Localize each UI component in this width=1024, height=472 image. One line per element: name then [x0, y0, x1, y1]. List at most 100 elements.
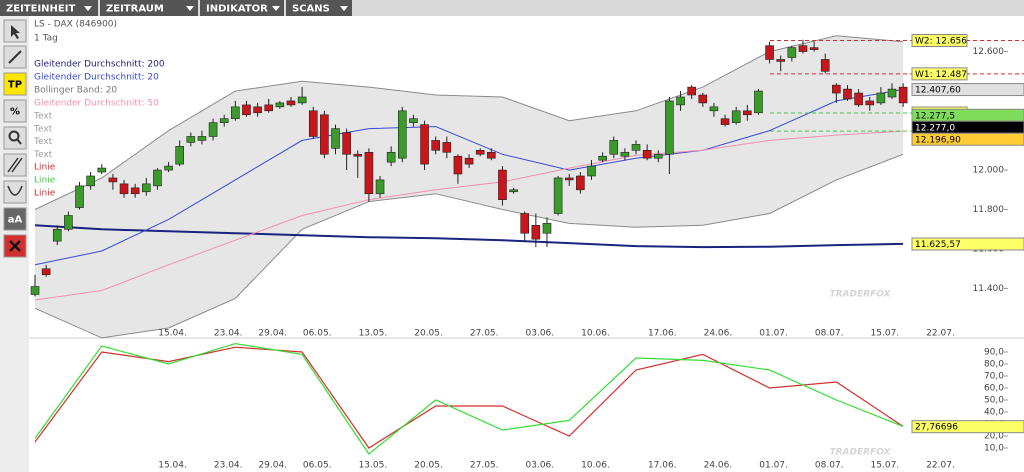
- legend-entry: Gleitender Durchschnitt: 200: [34, 60, 165, 70]
- oscillator-line: [34, 346, 904, 449]
- moving-average: [34, 89, 904, 266]
- x-tick-label: 01.07.: [759, 329, 788, 339]
- level-tag: [911, 67, 968, 81]
- zoom-icon: [8, 130, 20, 142]
- candle-body: [97, 167, 107, 173]
- x-tick-label: 03.06.: [526, 461, 555, 471]
- legend-entry: Linie: [34, 163, 56, 173]
- x-tick-label: 29.04.: [258, 329, 287, 339]
- y-tick-label: 12.000: [973, 166, 1005, 176]
- price-tag: [911, 132, 1024, 146]
- chart-title: LS - DAX (846900): [34, 20, 117, 30]
- band-lower: [34, 153, 904, 339]
- candle-body: [865, 100, 875, 106]
- candle-body: [542, 223, 552, 234]
- price-tag: [911, 420, 1024, 434]
- menu-button[interactable]: [286, 0, 352, 16]
- x-tick-label: 24.06.: [704, 329, 733, 339]
- candle-body: [442, 142, 452, 153]
- tool-label[interactable]: %: [10, 107, 20, 118]
- candle-body: [275, 102, 285, 108]
- price-tag-label: 27,76696: [915, 423, 958, 433]
- candle-body: [876, 92, 886, 104]
- candle-body: [498, 169, 507, 200]
- y-tick-label: 60,0: [984, 384, 1004, 394]
- tool-button[interactable]: [3, 72, 27, 96]
- tool-label[interactable]: aA: [8, 215, 23, 226]
- menu-label[interactable]: ZEITEINHEIT: [6, 4, 75, 15]
- candle-body: [576, 175, 585, 191]
- menu-label[interactable]: INDIKATOR: [206, 4, 268, 15]
- tool-button[interactable]: [3, 153, 27, 177]
- price-tag-label: 12.277,5: [915, 111, 955, 121]
- candle-body: [653, 153, 663, 159]
- channel-icon: [11, 157, 23, 173]
- x-tick-label: 10.06.: [581, 461, 610, 471]
- candle-body: [375, 179, 385, 195]
- tool-button[interactable]: [3, 180, 27, 204]
- menu-label[interactable]: SCANS: [292, 4, 330, 15]
- y-tick-label: 12.600: [973, 47, 1005, 57]
- menu-arrow: [272, 6, 280, 11]
- candle-body: [164, 165, 173, 171]
- x-tick-label: 22.07.: [926, 461, 955, 471]
- candle-body: [30, 286, 40, 295]
- moving-average: [34, 130, 904, 301]
- menu-button[interactable]: [200, 0, 284, 16]
- line-icon: [8, 50, 22, 64]
- menu-button[interactable]: [0, 0, 98, 16]
- candle-body: [431, 140, 440, 151]
- x-tick-label: 17.06.: [648, 329, 677, 339]
- legend-entry: Linie: [34, 188, 56, 198]
- x-tick-label: 27.05.: [470, 329, 499, 339]
- x-tick-label: 24.06.: [704, 461, 733, 471]
- candle-body: [609, 140, 619, 155]
- candle-body: [409, 118, 418, 123]
- candle-body: [631, 144, 641, 151]
- candle-body: [142, 183, 151, 193]
- y-tick-label: 40,0: [984, 408, 1004, 418]
- x-tick-label: 01.07.: [759, 461, 788, 471]
- menu-button[interactable]: [100, 0, 198, 16]
- candle-body: [208, 122, 218, 137]
- candle-body: [665, 100, 674, 155]
- x-tick-label: 15.07.: [871, 461, 900, 471]
- y-tick-label: 11.800: [973, 205, 1005, 215]
- candle-body: [798, 45, 808, 52]
- y-tick-label: 80,0: [984, 360, 1004, 370]
- tool-button[interactable]: [3, 126, 27, 150]
- curve-icon: [7, 185, 23, 196]
- candle-body: [297, 96, 307, 104]
- candle-body: [820, 59, 830, 72]
- candle-body: [264, 104, 274, 112]
- x-tick-label: 13.05.: [359, 461, 388, 471]
- candle-body: [386, 151, 396, 163]
- x-tick-label: 17.06.: [648, 461, 677, 471]
- x-tick-label: 15.07.: [871, 329, 900, 339]
- y-tick-label: 11.400: [973, 284, 1005, 294]
- x-tick-label: 22.07.: [926, 329, 955, 339]
- candle-body: [587, 165, 596, 177]
- tool-button[interactable]: [3, 207, 27, 231]
- candle-body: [253, 106, 262, 114]
- x-tick-label: 15.04.: [158, 461, 187, 471]
- legend-entry: Text: [33, 124, 53, 134]
- oscillator-line: [34, 342, 904, 455]
- candle-body: [86, 175, 95, 187]
- legend-entry: Gleitender Durchschnitt: 50: [34, 99, 159, 109]
- y-tick-label: 20,0: [984, 432, 1004, 442]
- candle-body: [219, 118, 229, 123]
- toolbar: ZEITEINHEIT ZEITRAUM INDIKATOR SCANS: [0, 0, 1024, 16]
- price-tag-label: 12.407,60: [915, 86, 961, 96]
- tool-button[interactable]: [3, 99, 27, 123]
- candle-body: [743, 110, 752, 116]
- menu-label[interactable]: ZEITRAUM: [106, 4, 164, 15]
- candle-body: [898, 86, 908, 104]
- legend-entry: Linie: [34, 176, 56, 186]
- candle-body: [130, 187, 140, 195]
- candle-body: [776, 59, 786, 62]
- candle-body: [520, 213, 530, 234]
- candle-body: [286, 100, 296, 106]
- menu-arrow: [340, 6, 348, 11]
- tool-label[interactable]: TP: [8, 80, 22, 91]
